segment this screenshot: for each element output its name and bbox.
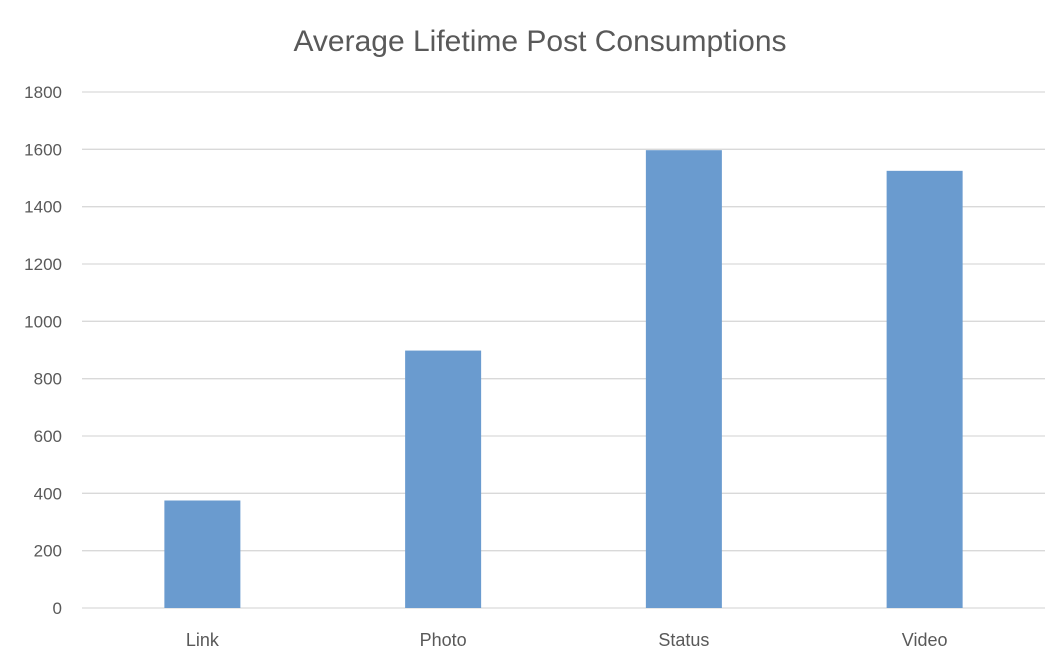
y-tick-label: 1800 — [24, 83, 62, 102]
y-tick-label: 600 — [34, 427, 62, 446]
y-tick-label: 1400 — [24, 198, 62, 217]
x-category-label: Status — [658, 630, 709, 650]
bar-status — [645, 150, 722, 608]
bar-link — [164, 500, 241, 608]
x-category-label: Photo — [420, 630, 467, 650]
x-category-label: Video — [902, 630, 948, 650]
y-tick-label: 0 — [53, 599, 62, 618]
y-tick-label: 400 — [34, 484, 62, 503]
y-tick-label: 1600 — [24, 140, 62, 159]
y-tick-label: 800 — [34, 370, 62, 389]
y-tick-label: 1000 — [24, 312, 62, 331]
x-axis-categories: Link Photo Status Video — [186, 630, 948, 650]
bar-video — [886, 170, 963, 609]
bars — [164, 150, 963, 609]
y-axis-ticks: 0 200 400 600 800 1000 1200 1400 1600 1800 — [24, 83, 62, 618]
y-tick-label: 200 — [34, 542, 62, 561]
y-tick-label: 1200 — [24, 255, 62, 274]
gridlines — [82, 91, 1045, 609]
chart-title: Average Lifetime Post Consumptions — [293, 25, 786, 58]
x-category-label: Link — [186, 630, 220, 650]
bar-photo — [405, 350, 482, 608]
